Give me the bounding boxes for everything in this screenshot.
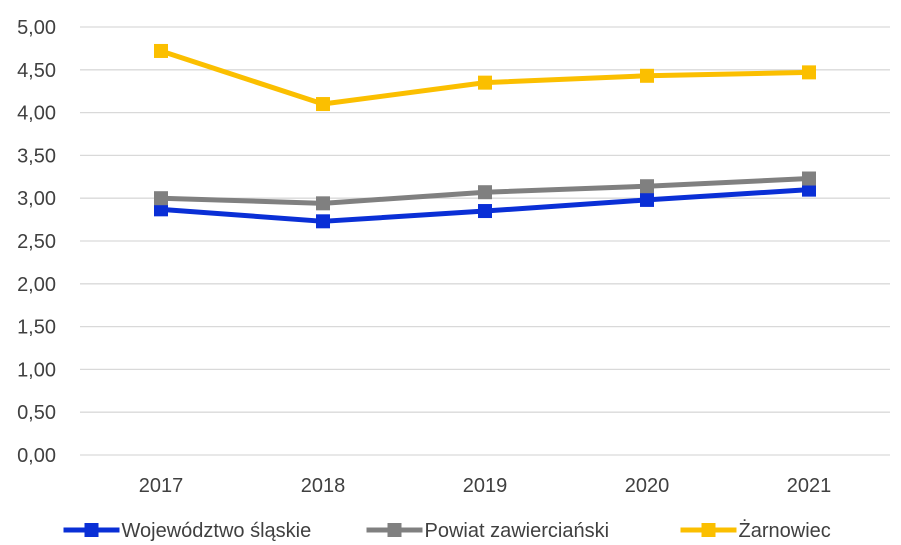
data-point [154,202,168,217]
data-point [802,182,816,197]
x-tick-label: 2018 [301,475,346,497]
y-tick-label: 5,00 [17,17,56,39]
data-point [316,196,330,211]
data-point [640,179,654,194]
y-tick-label: 3,00 [17,188,56,210]
x-tick-label: 2020 [625,475,670,497]
y-tick-label: 4,00 [17,103,56,125]
legend-label: Województwo śląskie [122,520,312,542]
data-point [640,192,654,207]
y-tick-label: 0,50 [17,402,56,424]
data-point [478,75,492,90]
y-tick-label: 1,00 [17,359,56,381]
x-tick-label: 2019 [463,475,508,497]
legend: Województwo śląskie Powiat zawierciański Ż… [63,519,831,542]
legend-marker [84,523,99,537]
y-tick-label: 3,50 [17,145,56,167]
legend-label: Żarnowiec [739,519,831,542]
y-tick-label: 1,50 [17,317,56,339]
y-axis-labels: 0,00 0,50 1,00 1,50 2,00 2,50 3,00 3,50 4,00 4,50… [17,17,56,467]
data-point [640,68,654,83]
x-tick-label: 2021 [787,475,832,497]
gridlines [80,26,890,456]
y-tick-label: 0,00 [17,445,56,467]
data-point [316,97,330,112]
data-point [478,204,492,219]
data-point [154,43,168,58]
x-axis-labels: 2017 2018 2019 2020 2021 [139,475,832,497]
series-lines [154,43,816,229]
data-point [316,214,330,229]
y-tick-label: 2,00 [17,274,56,296]
data-point [802,65,816,80]
legend-marker [701,523,716,537]
y-tick-label: 4,50 [17,60,56,82]
data-point [802,171,816,186]
legend-marker [387,523,402,537]
y-tick-label: 2,50 [17,231,56,253]
legend-label: Powiat zawierciański [425,520,610,542]
x-tick-label: 2017 [139,475,184,497]
data-point [154,191,168,206]
data-point [478,185,492,200]
